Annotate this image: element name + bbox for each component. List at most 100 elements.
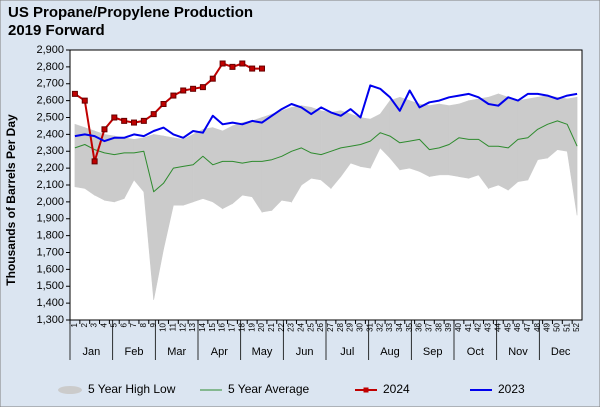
month-label: Apr — [211, 346, 228, 358]
band-segment — [173, 137, 184, 206]
y-axis-title: Thousands of Barrels Per Day — [4, 114, 18, 286]
band-segment — [547, 95, 558, 159]
series-marker — [180, 87, 187, 94]
y-tick-label: 2,500 — [36, 111, 64, 123]
legend-label: 2023 — [498, 382, 525, 396]
series-marker — [209, 75, 216, 82]
y-tick-label: 2,200 — [36, 162, 64, 174]
band-segment — [281, 106, 292, 203]
band-segment — [182, 133, 194, 206]
x-tick-label: 7 — [129, 322, 138, 327]
y-tick-label: 2,700 — [36, 78, 64, 90]
band-segment — [488, 93, 499, 189]
x-tick-label: 12 — [178, 322, 187, 331]
x-tick-label: 5 — [109, 322, 118, 327]
month-label: Jan — [82, 346, 100, 358]
x-tick-label: 50 — [552, 322, 561, 331]
x-tick-label: 25 — [306, 322, 315, 331]
x-tick-label: 31 — [365, 322, 374, 331]
y-tick-label: 1,800 — [36, 230, 64, 242]
x-tick-label: 52 — [572, 322, 581, 331]
month-label: Dec — [551, 346, 571, 358]
band-segment — [192, 128, 204, 203]
band-segment — [222, 125, 233, 210]
band-segment — [271, 110, 282, 212]
month-label: Aug — [380, 346, 400, 358]
y-tick-label: 1,500 — [36, 280, 64, 292]
x-tick-label: 32 — [375, 322, 384, 331]
series-marker — [81, 97, 88, 104]
y-tick-label: 2,800 — [36, 61, 64, 73]
x-tick-label: 30 — [356, 322, 365, 331]
x-tick-label: 36 — [415, 322, 424, 331]
y-tick-label: 2,300 — [36, 145, 64, 157]
x-tick-label: 49 — [543, 322, 552, 331]
series-marker — [121, 117, 128, 124]
band-segment — [448, 103, 460, 177]
y-tick-label: 1,300 — [36, 314, 64, 326]
x-tick-label: 26 — [316, 322, 325, 331]
y-tick-label: 2,900 — [36, 44, 64, 56]
x-tick-label: 33 — [385, 322, 394, 331]
series-marker — [91, 158, 98, 165]
y-tick-label: 2,600 — [36, 95, 64, 107]
band-segment — [104, 134, 115, 203]
month-label: Jul — [340, 346, 354, 358]
x-tick-label: 15 — [208, 322, 217, 331]
band-segment — [301, 105, 312, 186]
band-segment — [202, 127, 214, 203]
x-tick-label: 48 — [533, 322, 542, 331]
x-tick-label: 10 — [159, 322, 168, 331]
x-tick-label: 40 — [454, 322, 463, 331]
x-tick-label: 29 — [346, 322, 355, 331]
band-segment — [438, 103, 450, 176]
chart-subtitle: 2019 Forward — [8, 22, 105, 39]
band-segment — [242, 120, 253, 198]
series-marker — [150, 111, 157, 118]
x-tick-label: 51 — [562, 322, 571, 331]
band-segment — [251, 117, 263, 214]
x-tick-label: 44 — [493, 322, 502, 331]
y-tick-label: 1,700 — [36, 246, 64, 258]
series-marker — [219, 60, 226, 67]
x-tick-label: 37 — [424, 322, 433, 331]
x-tick-label: 17 — [228, 322, 237, 331]
chart-title: US Propane/Propylene Production — [8, 4, 253, 21]
x-tick-label: 39 — [444, 322, 453, 331]
x-tick-label: 28 — [336, 322, 345, 331]
series-marker — [101, 126, 108, 133]
x-tick-label: 46 — [513, 322, 522, 331]
x-tick-label: 6 — [119, 322, 128, 327]
series-marker — [140, 117, 147, 124]
band-segment — [517, 98, 529, 182]
x-tick-label: 41 — [464, 322, 473, 331]
x-tick-label: 9 — [149, 322, 158, 327]
series-line — [74, 120, 578, 193]
month-label: Mar — [167, 346, 186, 358]
y-tick-label: 1,900 — [36, 213, 64, 225]
x-tick-label: 45 — [503, 322, 512, 331]
x-tick-label: 20 — [257, 322, 266, 331]
series-marker — [131, 119, 137, 126]
series-marker — [160, 101, 167, 107]
band-segment — [350, 113, 361, 167]
month-label: Sep — [423, 346, 443, 358]
x-tick-label: 42 — [474, 322, 483, 331]
series-marker — [239, 60, 246, 67]
legend-marker — [363, 387, 369, 393]
y-tick-label: 2,400 — [36, 128, 64, 140]
month-label: Feb — [125, 346, 144, 358]
x-tick-label: 27 — [326, 322, 335, 331]
x-tick-label: 43 — [484, 322, 493, 331]
series-marker — [170, 92, 177, 99]
band-segment — [310, 106, 322, 181]
x-tick-label: 16 — [218, 322, 227, 331]
legend-label: 5 Year High Low — [88, 382, 176, 396]
series-marker — [199, 84, 206, 91]
x-tick-label: 13 — [188, 322, 197, 331]
legend-swatch — [58, 386, 82, 394]
x-tick-label: 34 — [395, 322, 404, 331]
x-tick-label: 18 — [237, 322, 246, 331]
legend-label: 5 Year Average — [228, 382, 310, 396]
